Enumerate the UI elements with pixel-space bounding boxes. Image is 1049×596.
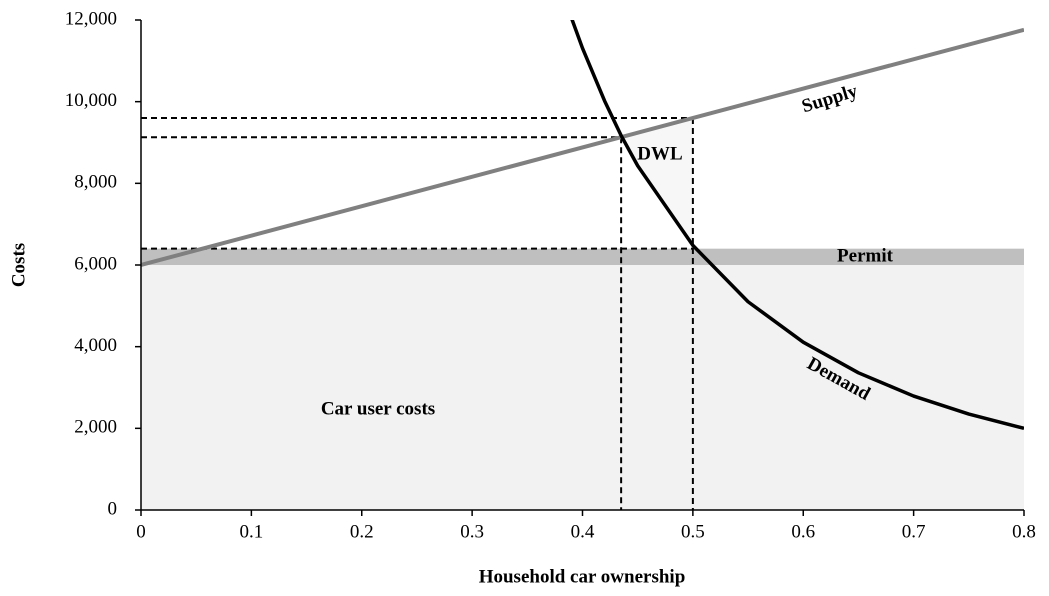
y-tick-label: 8,000 — [74, 172, 117, 193]
annotation: DWL — [637, 143, 682, 164]
x-tick-label: 0.3 — [460, 521, 484, 542]
series-line — [570, 20, 1024, 431]
x-tick-label: 0 — [136, 521, 146, 542]
x-tick-label: 0.6 — [791, 521, 815, 542]
x-tick-label: 0.5 — [681, 521, 705, 542]
x-tick-label: 0.8 — [1012, 521, 1036, 542]
y-tick-label: 4,000 — [74, 335, 117, 356]
band — [141, 265, 1024, 510]
y-tick-label: 10,000 — [65, 90, 117, 111]
x-tick-label: 0.7 — [902, 521, 926, 542]
series-line — [141, 27, 1024, 267]
y-tick-label: 6,000 — [74, 253, 117, 274]
dwl-area — [621, 118, 693, 246]
x-tick-label: 0.4 — [571, 521, 595, 542]
x-tick-label: 0.2 — [350, 521, 374, 542]
x-tick-label: 0.1 — [240, 521, 264, 542]
band-label: Permit — [837, 245, 894, 266]
y-tick-label: 2,000 — [74, 417, 117, 438]
band — [141, 248, 1024, 265]
y-axis-title: Costs — [8, 243, 29, 287]
y-tick-label: 0 — [108, 498, 118, 519]
band-label: Car user costs — [321, 398, 435, 419]
y-tick-label: 12,000 — [65, 8, 117, 29]
x-axis-title: Household car ownership — [479, 566, 686, 587]
